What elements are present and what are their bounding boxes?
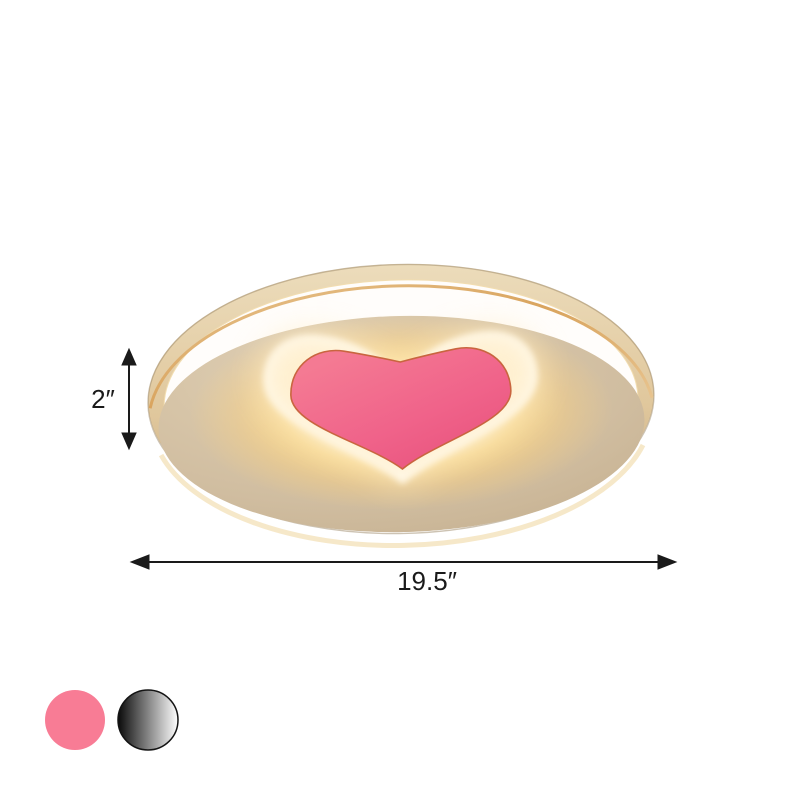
svg-text:2″: 2″ <box>91 384 115 414</box>
svg-text:19.5″: 19.5″ <box>397 566 457 596</box>
